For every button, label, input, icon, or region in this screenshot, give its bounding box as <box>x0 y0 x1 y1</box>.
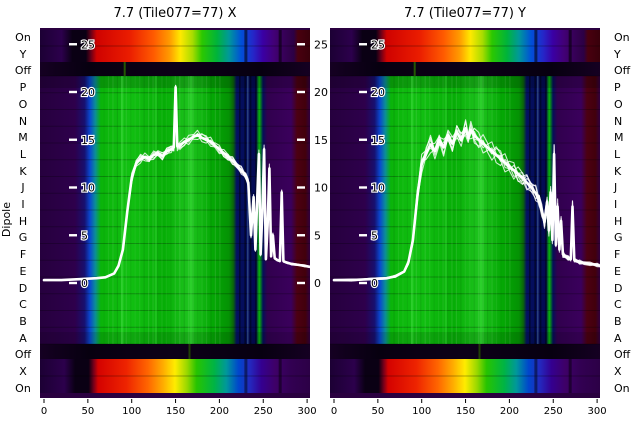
y-tick-label-right: 0 <box>314 277 321 290</box>
dipole-label: M <box>614 131 624 145</box>
x-tick-label: 150 <box>456 406 475 417</box>
dipole-label: X <box>614 365 622 379</box>
dipole-label: Off <box>14 64 32 78</box>
dipole-label: O <box>614 97 623 111</box>
dipole-label: L <box>19 147 27 161</box>
x-tick-label: 150 <box>166 406 185 417</box>
dipole-label: Off <box>614 348 631 362</box>
dipole-label: F <box>19 248 27 262</box>
dipole-label: J <box>21 181 25 195</box>
dipole-label: G <box>614 231 623 245</box>
y-tick-label-right: 15 <box>314 134 328 147</box>
y-tick-label: 20 <box>371 86 385 99</box>
dipole-label: E <box>19 264 27 278</box>
dipole-label: L <box>614 147 621 161</box>
dipole-label: N <box>614 114 623 128</box>
dipole-label: B <box>19 314 27 328</box>
dipole-label: I <box>614 198 618 212</box>
x-tick-label: 100 <box>412 406 431 417</box>
dipole-label: P <box>614 81 621 95</box>
heatmap-plot-x: 25 25 20 20 15 15 10 10 5 5 0 0 0 50 100 150 200 250 300 <box>40 28 340 420</box>
dipole-labels-left: On Y Off P O N M L K J I H G F E D C B A Off X On <box>9 32 37 394</box>
dipole-label: O <box>18 97 28 111</box>
y-tick-label: 10 <box>371 182 385 195</box>
x-tick-label: 50 <box>81 406 94 417</box>
dipole-label: On <box>15 31 31 44</box>
dipole-label: On <box>15 381 31 395</box>
y-tick-label-right: 25 <box>314 38 328 51</box>
x-tick-label: 250 <box>254 406 273 417</box>
dipole-label: D <box>614 281 623 295</box>
spectrum-overlay-y <box>332 119 602 282</box>
dipole-label: J <box>614 181 618 195</box>
x-tick-label: 200 <box>500 406 519 417</box>
dipole-label: G <box>18 231 28 245</box>
dipole-label: Off <box>14 348 32 362</box>
y-tick-label: 15 <box>81 134 95 147</box>
y-tick-label: 0 <box>81 277 88 290</box>
dipole-labels-right: On Y Off P O N M L K J I H G F E D C B A Off X On <box>611 32 640 394</box>
dipole-label: D <box>18 281 28 295</box>
dipole-label: X <box>19 365 27 379</box>
dipole-label: E <box>614 264 621 278</box>
x-tick-label: 50 <box>371 406 384 417</box>
y-tick-label-right: 20 <box>314 86 328 99</box>
dipole-label: K <box>614 164 622 178</box>
dipole-label: F <box>614 248 621 262</box>
dipole-label: C <box>19 298 27 312</box>
y-tick-label: 25 <box>371 38 385 51</box>
dipole-label: P <box>19 81 27 95</box>
y-tick-label: 0 <box>371 277 378 290</box>
dipole-label: On <box>614 381 630 395</box>
y-tick-label: 20 <box>81 86 95 99</box>
dipole-label: I <box>21 198 25 212</box>
dipole-label: Off <box>614 64 631 78</box>
y-tick-label: 10 <box>81 182 95 195</box>
dipole-label: On <box>614 31 630 44</box>
dipole-label: B <box>614 314 622 328</box>
heatmap-plot-y: 25 20 15 10 5 0 0 50 100 150 200 250 300 <box>330 28 630 420</box>
x-tick-label: 0 <box>331 406 337 417</box>
x-tick-label: 300 <box>298 406 317 417</box>
x-tick-label: 250 <box>544 406 563 417</box>
y-tick-label: 25 <box>81 38 95 51</box>
dipole-label: C <box>614 298 622 312</box>
x-tick-label: 200 <box>210 406 229 417</box>
dipole-label: K <box>19 164 27 178</box>
dipole-label: Y <box>614 47 621 61</box>
spectrum-overlay-x <box>42 84 312 282</box>
y-tick-label: 15 <box>371 134 385 147</box>
x-tick-label: 300 <box>588 406 607 417</box>
dipole-label: H <box>18 214 28 228</box>
y-tick-label-right: 10 <box>314 182 328 195</box>
y-tick-label-right: 5 <box>314 229 321 242</box>
dipole-label: M <box>18 131 28 145</box>
dipole-label: Y <box>19 47 27 61</box>
y-tick-label: 5 <box>371 229 378 242</box>
plot-title-x: 7.7 (Tile077=77) X <box>113 6 237 21</box>
dipole-label: A <box>19 331 27 345</box>
dipole-label: H <box>614 214 623 228</box>
x-tick-label: 100 <box>122 406 141 417</box>
dipole-label: N <box>18 114 28 128</box>
y-tick-label: 5 <box>81 229 88 242</box>
plot-title-y: 7.7 (Tile077=77) Y <box>403 6 527 21</box>
x-tick-label: 0 <box>41 406 47 417</box>
dipole-label: A <box>614 331 622 345</box>
